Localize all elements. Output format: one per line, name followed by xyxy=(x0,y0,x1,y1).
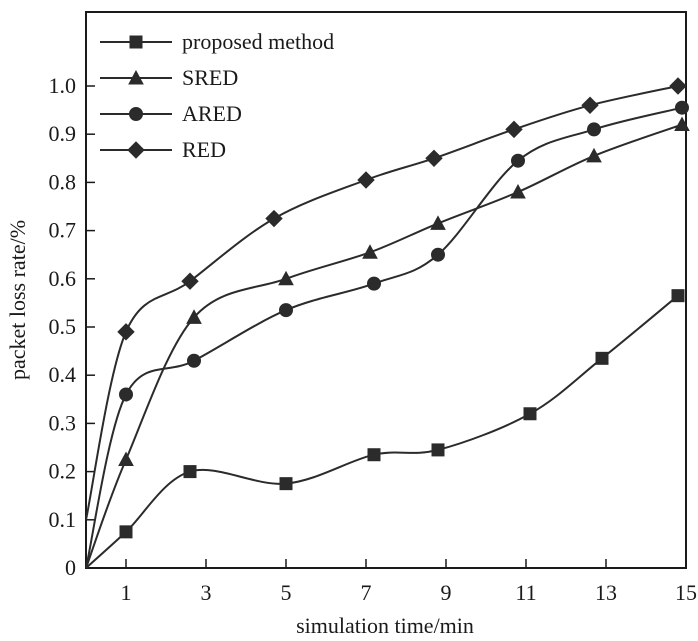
y-tick-label: 0.5 xyxy=(49,314,77,339)
data-point-red xyxy=(581,96,599,114)
data-point-ared xyxy=(431,247,445,262)
legend-marker xyxy=(129,107,143,121)
data-point-red xyxy=(357,171,375,189)
data-point-sred xyxy=(278,270,294,286)
data-point-proposed-method xyxy=(279,477,293,491)
data-point-proposed-method xyxy=(671,289,685,303)
legend-item-sred: SRED xyxy=(100,65,238,90)
y-tick-label: 1.0 xyxy=(49,73,77,98)
x-tick-label: 13 xyxy=(595,580,617,605)
data-point-ared xyxy=(279,303,293,318)
data-point-sred xyxy=(586,147,602,163)
y-tick-label: 0.9 xyxy=(49,121,77,146)
data-point-sred xyxy=(674,116,690,132)
y-tick-label: 0.8 xyxy=(49,169,77,194)
plot-frame xyxy=(85,11,687,569)
legend: proposed method SRED ARED RED xyxy=(100,29,334,162)
data-point-proposed-method xyxy=(431,443,445,457)
data-point-proposed-method xyxy=(595,351,609,365)
x-tick-label: 1 xyxy=(121,580,132,605)
series-line-red xyxy=(85,85,679,521)
plot-border xyxy=(85,11,687,569)
legend-label: proposed method xyxy=(182,29,334,54)
y-axis-title: packet loss rate/% xyxy=(5,220,30,380)
y-tick-label: 0.2 xyxy=(49,459,77,484)
legend-label: ARED xyxy=(182,101,242,126)
legend-item-ared: ARED xyxy=(100,101,242,126)
data-point-ared xyxy=(587,122,601,137)
x-tick-label: 5 xyxy=(281,580,292,605)
legend-item-red: RED xyxy=(100,137,226,162)
data-point-proposed-method xyxy=(523,407,537,421)
x-tick-label: 7 xyxy=(361,580,372,605)
x-axis-title: simulation time/min xyxy=(296,613,474,638)
legend-label: SRED xyxy=(182,65,238,90)
data-point-sred xyxy=(118,451,134,467)
x-tick-label: 3 xyxy=(201,580,212,605)
y-tick-label: 0.3 xyxy=(49,410,77,435)
data-point-sred xyxy=(362,244,378,259)
data-point-ared xyxy=(367,276,381,291)
data-point-ared xyxy=(119,387,133,402)
x-axis: 1 3 5 7 9 11 13 15 xyxy=(121,559,697,605)
y-tick-label: 0.7 xyxy=(49,218,77,243)
data-point-proposed-method xyxy=(183,465,197,479)
data-point-sred xyxy=(430,215,446,230)
y-tick-label: 0.6 xyxy=(49,266,77,291)
data-point-sred xyxy=(186,309,202,324)
series-markers xyxy=(117,77,690,539)
data-point-proposed-method xyxy=(367,448,381,462)
x-tick-label: 11 xyxy=(515,580,536,605)
legend-marker xyxy=(129,35,143,49)
data-point-proposed-method xyxy=(119,525,133,539)
y-tick-label: 0.4 xyxy=(49,362,77,387)
data-point-ared xyxy=(675,100,689,115)
y-axis: 0 0.1 0.2 0.3 0.4 0.5 0.6 0.7 0.8 0.9 1.0 xyxy=(49,73,95,580)
data-point-ared xyxy=(187,353,201,368)
data-point-red xyxy=(265,209,283,228)
data-point-red xyxy=(181,272,199,290)
legend-item-proposed-method: proposed method xyxy=(100,29,334,54)
data-point-red xyxy=(505,120,523,139)
x-tick-label: 9 xyxy=(441,580,452,605)
legend-label: RED xyxy=(182,137,226,162)
legend-marker xyxy=(128,69,144,85)
legend-marker xyxy=(127,141,145,159)
x-tick-label: 15 xyxy=(675,580,697,605)
series-line-proposed-method xyxy=(85,294,679,569)
data-point-ared xyxy=(511,153,525,168)
data-point-red xyxy=(669,77,687,95)
data-point-red xyxy=(117,323,135,341)
data-point-sred xyxy=(510,183,526,199)
y-tick-label: 0 xyxy=(65,555,76,580)
y-tick-label: 0.1 xyxy=(49,507,77,532)
series-line-sred xyxy=(85,123,683,569)
data-point-red xyxy=(425,149,443,168)
series-line-ared xyxy=(85,106,683,569)
